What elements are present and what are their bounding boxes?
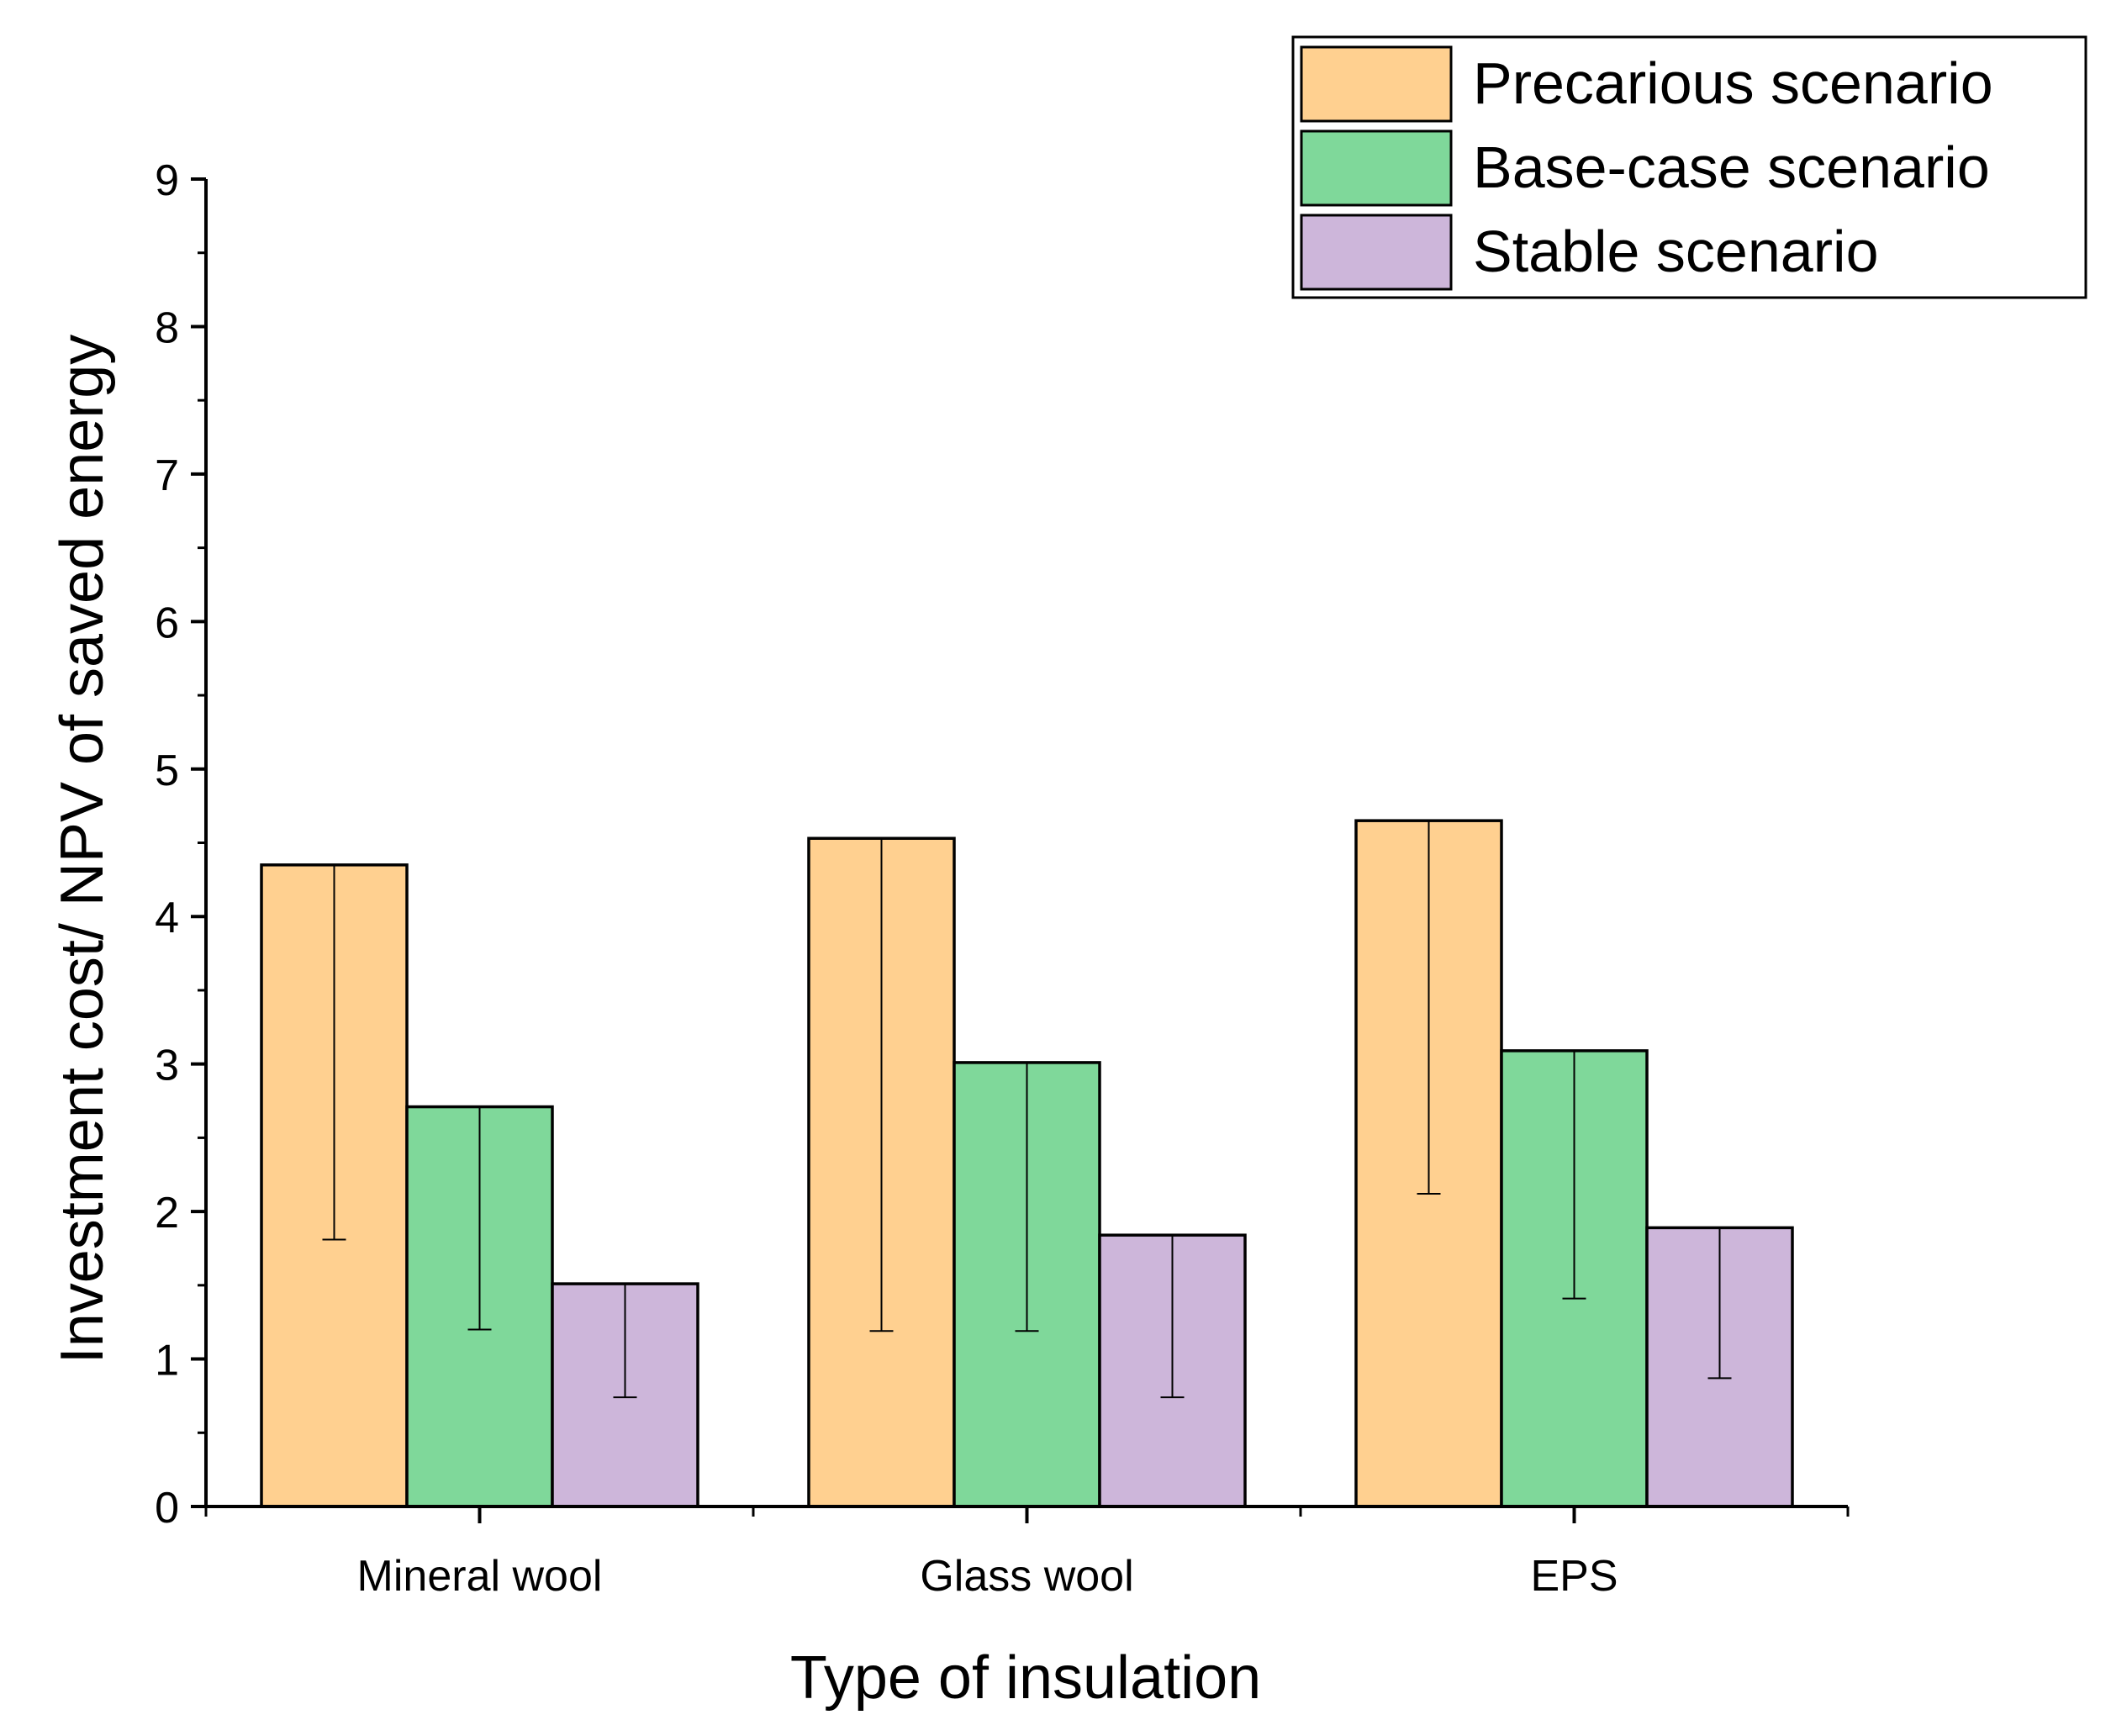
legend-label: Base-case scenario — [1473, 135, 1990, 200]
legend: Precarious scenario Base-case scenario Sta… — [1291, 35, 2087, 299]
legend-swatch — [1300, 214, 1453, 291]
x-ticks-layer: Mineral wool Glass wool EPS — [204, 1506, 1850, 1601]
x-axis-title: Type of insulation — [790, 1644, 1261, 1712]
y-tick-label: 9 — [155, 156, 179, 205]
y-axis-title: Investment cost/ NPV of saved energy — [49, 335, 116, 1364]
error-bars-layer — [322, 820, 1732, 1399]
y-tick-label: 2 — [155, 1189, 179, 1237]
y-tick-label: 6 — [155, 599, 179, 647]
x-tick-label: Mineral wool — [357, 1552, 603, 1601]
legend-swatch — [1300, 45, 1453, 123]
y-tick-label: 1 — [155, 1337, 179, 1385]
y-tick-label: 0 — [155, 1484, 179, 1533]
y-tick-label: 3 — [155, 1042, 179, 1090]
x-tick-label: EPS — [1530, 1552, 1618, 1601]
y-ticks-layer: 0 1 2 3 4 5 6 7 8 9 — [155, 156, 206, 1533]
legend-label: Precarious scenario — [1473, 50, 1993, 116]
y-tick-label: 4 — [155, 894, 179, 942]
y-tick-label: 8 — [155, 303, 179, 352]
x-tick-label: Glass wool — [920, 1552, 1133, 1601]
legend-swatch — [1300, 129, 1453, 207]
legend-label: Stable scenario — [1473, 219, 1879, 284]
y-tick-label: 7 — [155, 451, 179, 500]
y-tick-label: 5 — [155, 747, 179, 795]
